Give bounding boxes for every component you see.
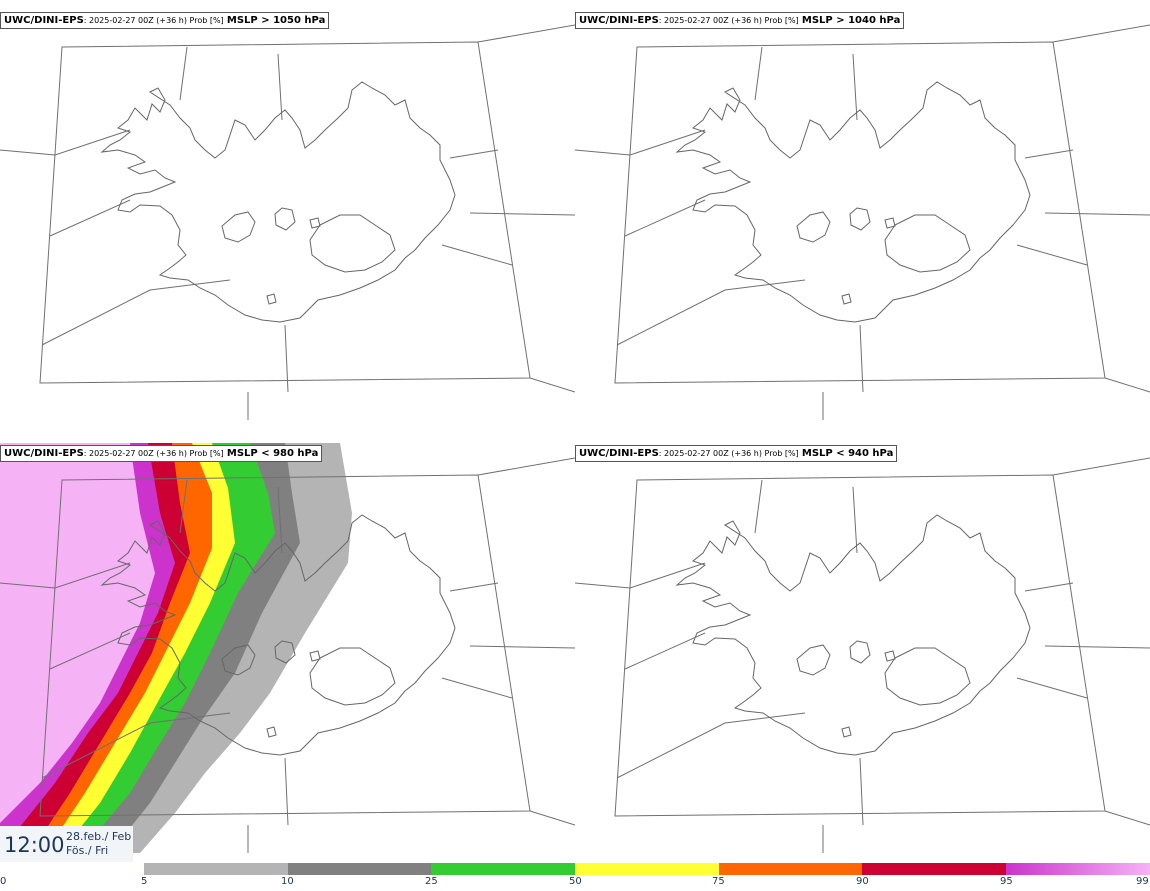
panel-title: UWC/DINI-EPS: 2025-02-27 00Z (+36 h) Pro… bbox=[0, 445, 323, 462]
model-name: UWC/DINI-EPS bbox=[4, 15, 84, 26]
valid-date-line1: 28.feb./ Feb bbox=[66, 830, 132, 843]
map-panel-mslp-lt-980: UWC/DINI-EPS: 2025-02-27 00Z (+36 h) Pro… bbox=[0, 433, 575, 853]
legend-tick: 95 bbox=[1000, 876, 1013, 887]
map-base bbox=[0, 24, 575, 420]
run-info: : 2025-02-27 00Z (+36 h) Prob [%] bbox=[658, 449, 799, 458]
legend-band-95-99 bbox=[1006, 863, 1150, 875]
map-base bbox=[575, 457, 1150, 853]
legend-band-75-90 bbox=[719, 863, 862, 875]
panel-title: UWC/DINI-EPS: 2025-02-27 00Z (+36 h) Pro… bbox=[0, 12, 330, 29]
legend-band-5-10 bbox=[144, 863, 288, 875]
field-name: MSLP > 1050 hPa bbox=[226, 15, 326, 26]
field-name: MSLP < 940 hPa bbox=[801, 448, 894, 459]
valid-date-line2: Fös./ Fri bbox=[66, 844, 109, 857]
run-info: : 2025-02-27 00Z (+36 h) Prob [%] bbox=[658, 16, 799, 25]
legend-tick: 50 bbox=[569, 876, 582, 887]
panel-title: UWC/DINI-EPS: 2025-02-27 00Z (+36 h) Pro… bbox=[575, 12, 905, 29]
field-name: MSLP > 1040 hPa bbox=[801, 15, 901, 26]
map-panel-mslp-gt-1040: UWC/DINI-EPS: 2025-02-27 00Z (+36 h) Pro… bbox=[575, 0, 1150, 420]
panel-title: UWC/DINI-EPS: 2025-02-27 00Z (+36 h) Pro… bbox=[575, 445, 898, 462]
model-name: UWC/DINI-EPS bbox=[579, 15, 659, 26]
legend-band-10-25 bbox=[288, 863, 431, 875]
legend-band-25-50 bbox=[431, 863, 575, 875]
model-name: UWC/DINI-EPS bbox=[4, 448, 84, 459]
legend-band-50-75 bbox=[575, 863, 719, 875]
legend-tick: 75 bbox=[712, 876, 725, 887]
model-name: UWC/DINI-EPS bbox=[579, 448, 659, 459]
valid-date: 28.feb./ Feb Fös./ Fri bbox=[66, 830, 131, 858]
map-panel-mslp-gt-1050: UWC/DINI-EPS: 2025-02-27 00Z (+36 h) Pro… bbox=[0, 0, 575, 420]
legend-tick: 90 bbox=[856, 876, 869, 887]
legend-tick: 5 bbox=[141, 876, 148, 887]
valid-time-box: 12:00 28.feb./ Feb Fös./ Fri bbox=[0, 826, 133, 862]
field-name: MSLP < 980 hPa bbox=[226, 448, 319, 459]
probability-shading bbox=[0, 443, 575, 853]
legend-tick: 10 bbox=[281, 876, 294, 887]
color-scale-legend: 0 5 10 25 50 75 90 95 99 bbox=[0, 862, 1150, 891]
valid-time-clock: 12:00 bbox=[4, 833, 65, 857]
run-info: : 2025-02-27 00Z (+36 h) Prob [%] bbox=[83, 449, 224, 458]
prob-band-99 bbox=[0, 443, 155, 823]
legend-tick: 25 bbox=[425, 876, 438, 887]
legend-tick: 99 bbox=[1136, 876, 1149, 887]
map-panel-mslp-lt-940: UWC/DINI-EPS: 2025-02-27 00Z (+36 h) Pro… bbox=[575, 433, 1150, 853]
run-info: : 2025-02-27 00Z (+36 h) Prob [%] bbox=[83, 16, 224, 25]
legend-band-90-95 bbox=[862, 863, 1006, 875]
map-base bbox=[575, 24, 1150, 420]
legend-tick: 0 bbox=[0, 876, 7, 887]
